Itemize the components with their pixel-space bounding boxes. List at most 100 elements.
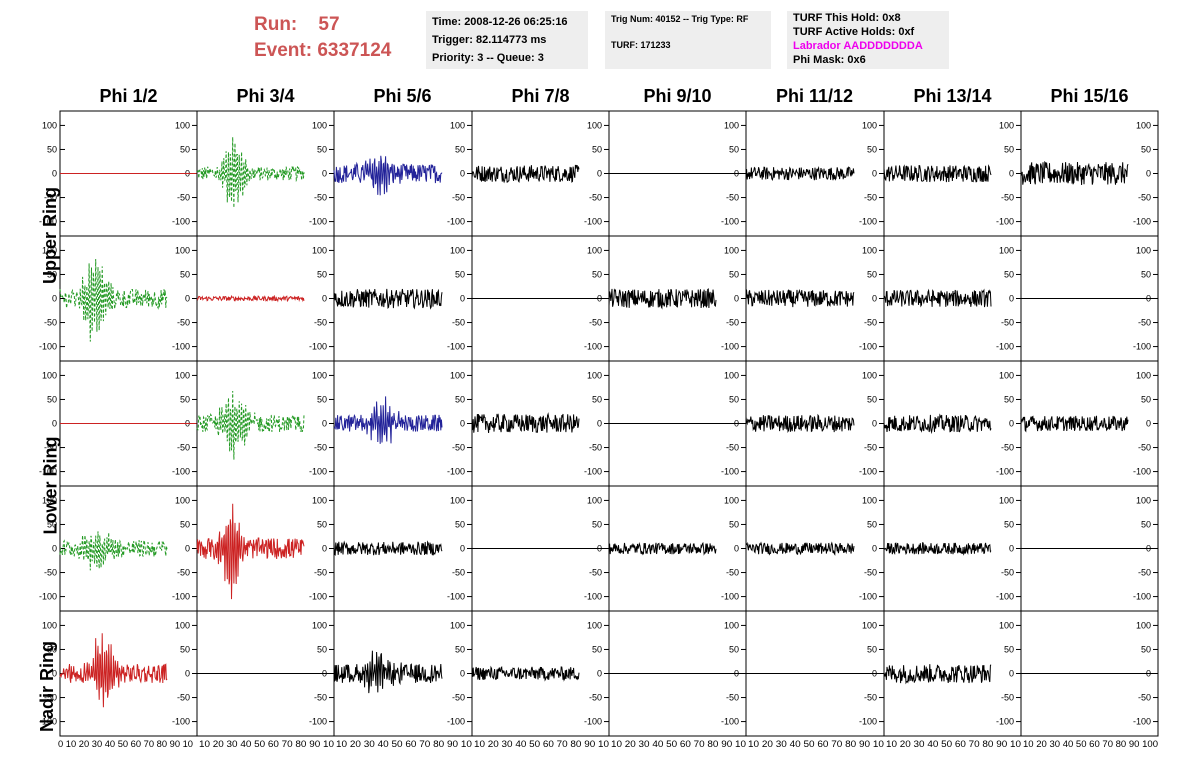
y-tick-label: 50: [455, 269, 465, 279]
y-tick-label: -50: [314, 568, 327, 578]
y-tick-label: 100: [175, 120, 190, 130]
y-tick-label: 50: [180, 394, 190, 404]
y-tick-label: 0: [734, 544, 739, 554]
y-tick-label: -100: [996, 592, 1014, 602]
y-tick-label: 100: [999, 495, 1014, 505]
event-value: 6337124: [317, 40, 392, 61]
waveform-trace: [333, 650, 443, 694]
y-tick-label: 50: [729, 394, 739, 404]
y-tick-label: 0: [460, 669, 465, 679]
y-tick-label: -100: [859, 217, 877, 227]
y-tick-label: -100: [447, 467, 465, 477]
y-tick-label: 50: [317, 394, 327, 404]
y-tick-label-left: 100: [42, 620, 57, 630]
run-event-block: Run: 57 Event: 6337124: [254, 12, 391, 64]
y-tick-label: -100: [584, 717, 602, 727]
y-tick-label: -50: [314, 693, 327, 703]
y-tick-label: -100: [996, 717, 1014, 727]
y-tick-label: 50: [455, 519, 465, 529]
y-tick-label: 100: [999, 245, 1014, 255]
x-tick-label: 10 20 30 40 50 60 70 80 90 10: [886, 739, 1021, 749]
y-tick-label: -100: [447, 342, 465, 352]
y-tick-label: 50: [867, 269, 877, 279]
y-tick-label: -50: [1138, 568, 1151, 578]
y-tick-label: -100: [584, 217, 602, 227]
y-tick-label-left: -100: [39, 342, 57, 352]
y-tick-label: 50: [867, 519, 877, 529]
waveform-trace: [745, 413, 855, 433]
waveform-trace: [608, 288, 717, 310]
y-tick-label: -100: [996, 342, 1014, 352]
phi-mask-text: Phi Mask: 0x6: [793, 54, 866, 66]
column-title: Phi 15/16: [1050, 86, 1129, 106]
y-tick-label-left: -50: [44, 568, 57, 578]
y-tick-label: -100: [584, 467, 602, 477]
y-tick-label: 50: [180, 269, 190, 279]
y-tick-label: 100: [999, 620, 1014, 630]
y-tick-label: 0: [1009, 544, 1014, 554]
waveform-trace: [883, 413, 992, 435]
y-tick-label-left: 100: [42, 370, 57, 380]
y-tick-label: -100: [447, 592, 465, 602]
waveform-trace: [333, 288, 443, 310]
y-tick-label: -50: [589, 693, 602, 703]
event-row: Event: 6337124: [254, 38, 391, 64]
y-tick-label: 100: [999, 120, 1014, 130]
y-tick-label: 100: [862, 495, 877, 505]
y-tick-label-left: -50: [44, 693, 57, 703]
x-tick-label: 10 20 30 40 50 60 70 80 90 10: [199, 739, 334, 749]
waveform-trace: [196, 390, 305, 460]
y-tick-label: 100: [312, 120, 327, 130]
y-tick-label: -50: [1001, 693, 1014, 703]
y-tick-label: 50: [867, 144, 877, 154]
waveform-trace: [333, 155, 443, 196]
y-tick-label: -100: [584, 592, 602, 602]
event-label: Event:: [254, 40, 313, 61]
y-tick-label: -100: [996, 467, 1014, 477]
y-tick-label: -100: [996, 217, 1014, 227]
y-tick-label: -100: [859, 592, 877, 602]
labrador-text: Labrador AADDDDDDDA: [793, 40, 923, 52]
y-tick-label: -50: [452, 693, 465, 703]
y-tick-label: -100: [721, 717, 739, 727]
waveform-trace: [745, 541, 855, 556]
y-tick-label-left: -50: [44, 318, 57, 328]
y-tick-label: 100: [450, 620, 465, 630]
y-tick-label: -50: [864, 693, 877, 703]
y-tick-label: 50: [1141, 144, 1151, 154]
y-tick-label: -50: [1001, 193, 1014, 203]
y-tick-label: 0: [872, 419, 877, 429]
waveform-trace: [196, 137, 305, 208]
y-tick-label-left: 0: [52, 294, 57, 304]
y-tick-label: 100: [312, 620, 327, 630]
y-tick-label: 100: [1136, 495, 1151, 505]
y-tick-label: -100: [309, 717, 327, 727]
y-tick-label: 100: [724, 245, 739, 255]
x-tick-label: 10 20 30 40 50 60 70 80 90 100: [1023, 739, 1158, 749]
y-tick-label-left: 50: [47, 394, 57, 404]
y-tick-label: 50: [1004, 269, 1014, 279]
y-tick-label: 50: [455, 394, 465, 404]
y-tick-label: -50: [1001, 318, 1014, 328]
y-tick-label: 100: [450, 245, 465, 255]
y-tick-label: 0: [322, 544, 327, 554]
y-tick-label: -50: [589, 568, 602, 578]
y-tick-label-left: -50: [44, 443, 57, 453]
waveform-trace: [608, 541, 717, 556]
y-tick-label: 100: [312, 495, 327, 505]
y-tick-label-left: 0: [52, 419, 57, 429]
y-tick-label: -50: [452, 193, 465, 203]
y-tick-label: -100: [309, 592, 327, 602]
y-tick-label: -100: [172, 342, 190, 352]
y-tick-label-left: 100: [42, 245, 57, 255]
y-tick-label: 0: [734, 294, 739, 304]
y-tick-label-left: 50: [47, 269, 57, 279]
waveform-trace: [745, 288, 855, 308]
y-tick-label: 50: [867, 644, 877, 654]
waveform-trace: [883, 164, 992, 183]
y-tick-label-left: -100: [39, 467, 57, 477]
y-tick-label: -100: [721, 342, 739, 352]
y-tick-label: -100: [1133, 592, 1151, 602]
y-tick-label-left: -100: [39, 217, 57, 227]
